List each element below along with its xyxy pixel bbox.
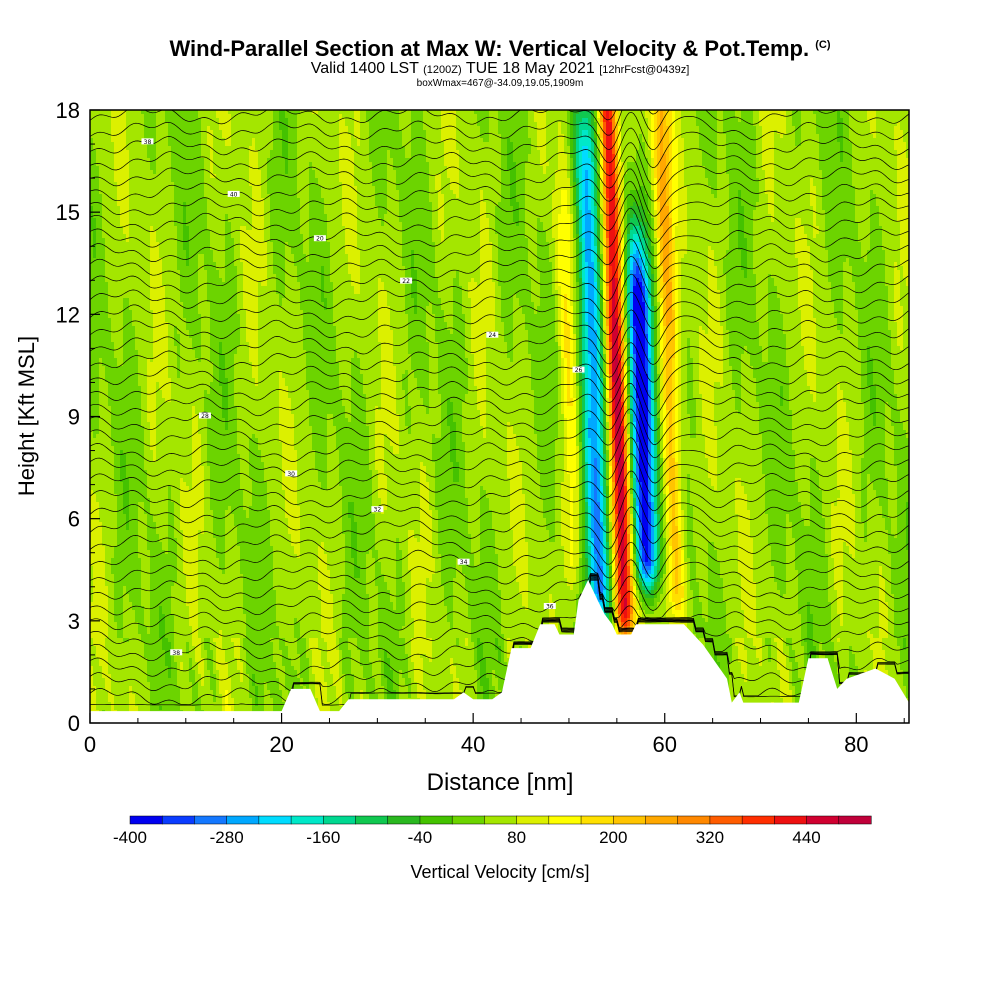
velocity-field: [90, 110, 910, 727]
